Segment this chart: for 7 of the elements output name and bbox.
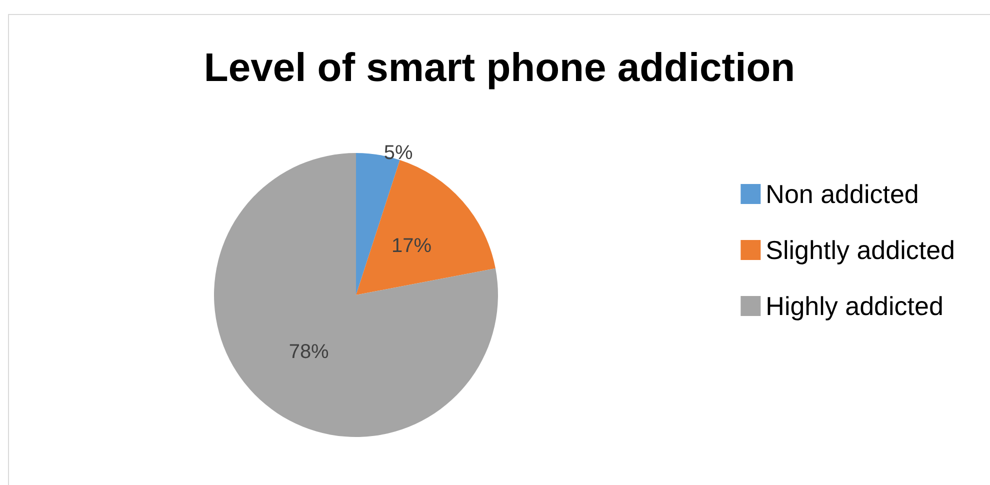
data-label: 17%: [391, 235, 432, 258]
legend-label: Non addicted: [766, 179, 919, 209]
legend-label: Highly addicted: [766, 291, 944, 321]
data-label: 5%: [384, 142, 413, 164]
data-label: 78%: [288, 341, 330, 364]
chart-title: Level of smart phone addiction: [204, 46, 796, 90]
legend-label: Slightly addicted: [766, 235, 956, 265]
